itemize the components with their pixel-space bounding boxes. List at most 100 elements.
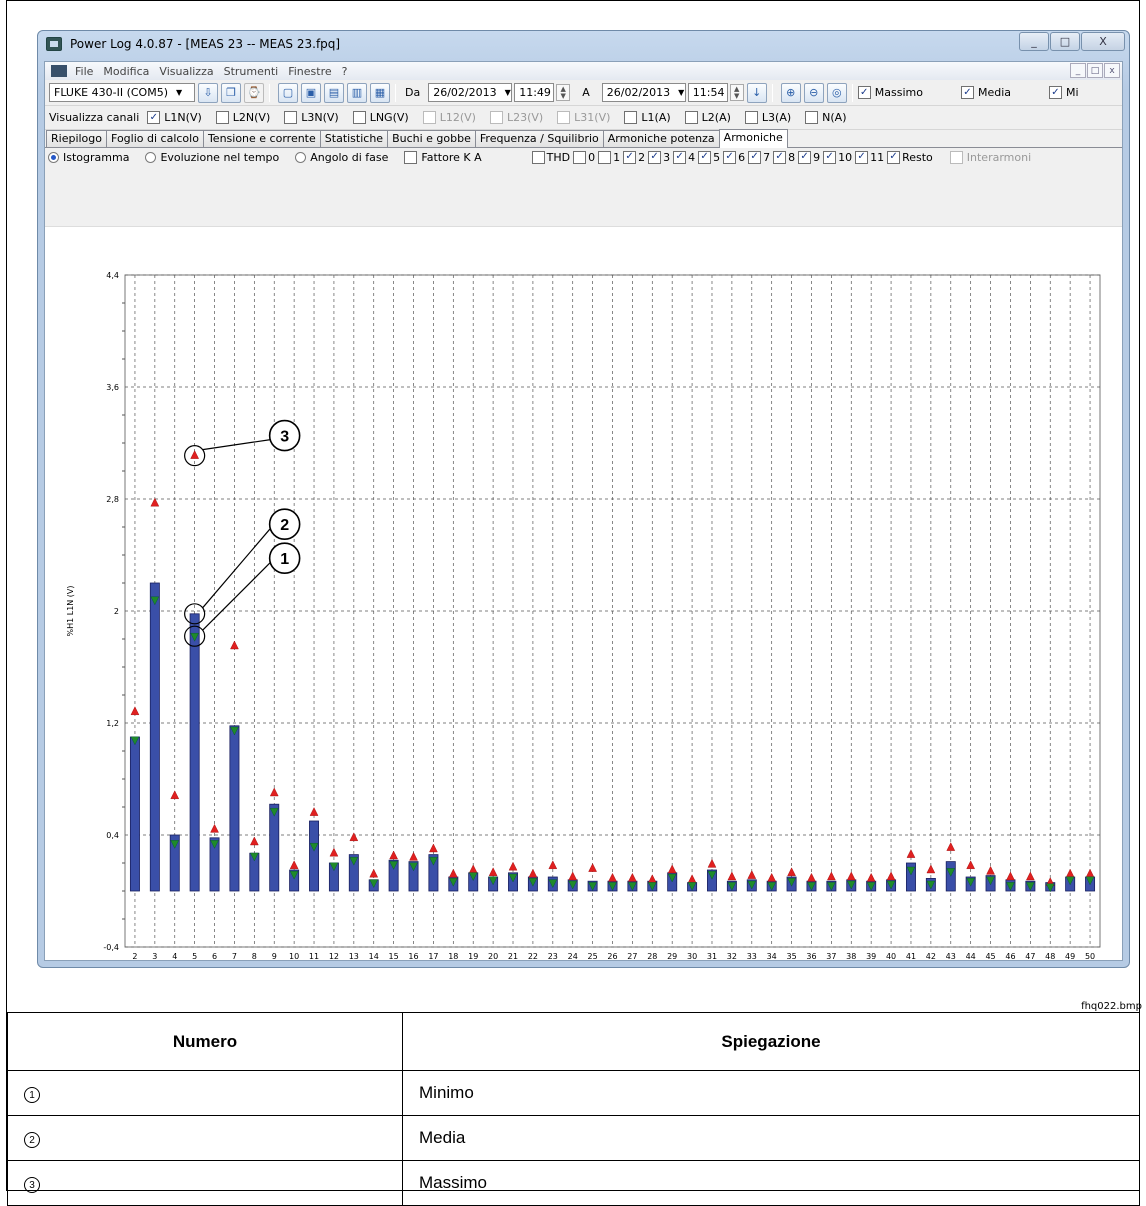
zoom-out-icon[interactable]: ⊖ — [803, 82, 824, 103]
clock-icon[interactable]: ⌚ — [244, 82, 264, 103]
x-tick-label: 38 — [846, 952, 856, 961]
device-select[interactable]: FLUKE 430-II (COM5) ▼ — [49, 83, 195, 102]
tab-armoniche[interactable]: Armoniche — [718, 129, 788, 148]
tab-statistiche[interactable]: Statistiche — [319, 130, 389, 147]
x-tick-label: 37 — [826, 952, 836, 961]
channel-na[interactable]: N(A) — [805, 111, 847, 124]
minimize-button[interactable]: _ — [1019, 32, 1049, 51]
marker-minimo — [926, 880, 936, 890]
x-tick-label: 30 — [687, 952, 697, 961]
menu-strumenti[interactable]: Strumenti — [223, 64, 279, 78]
channel-l2nv[interactable]: L2N(V) — [215, 111, 270, 124]
harmonic-check-thd[interactable]: THD — [531, 150, 570, 164]
channel-l31v[interactable]: L31(V) — [557, 111, 610, 124]
harmonic-check-5[interactable]: ✓ 5 — [698, 150, 720, 164]
harmonic-check-9[interactable]: ✓ 9 — [798, 150, 820, 164]
checkbox-icon: ✓ — [748, 150, 762, 164]
checkbox-icon: ✓ — [623, 150, 637, 164]
report-icon[interactable]: ▦ — [370, 82, 390, 103]
marker-massimo — [508, 861, 518, 871]
harmonic-check-11[interactable]: ✓ 11 — [855, 150, 884, 164]
tab-buchi-e-gobbe[interactable]: Buchi e gobbe — [387, 130, 476, 147]
to-date-picker[interactable]: 26/02/2013 ▼ — [601, 83, 686, 102]
harmonic-check-10[interactable]: ✓ 10 — [823, 150, 852, 164]
radio-angolo[interactable]: Angolo di fase — [295, 151, 388, 164]
channel-l1nv[interactable]: ✓ L1N(V) — [147, 111, 202, 124]
marker-minimo — [667, 873, 677, 883]
marker-minimo — [1045, 883, 1055, 893]
harmonic-check-resto[interactable]: ✓ Resto — [887, 150, 933, 164]
x-tick-label: 42 — [926, 952, 936, 961]
copy-icon[interactable]: ❐ — [221, 82, 241, 103]
download-icon[interactable]: ⇩ — [198, 82, 218, 103]
menu-modifica[interactable]: Modifica — [103, 64, 150, 78]
menu-file[interactable]: File — [75, 64, 94, 78]
channel-l3nv[interactable]: L3N(V) — [284, 111, 339, 124]
marker-minimo — [548, 879, 558, 889]
mdi-close-button[interactable]: x — [1104, 63, 1120, 78]
from-date-picker[interactable]: 26/02/2013 ▼ — [428, 83, 513, 102]
tab-armoniche-potenza[interactable]: Armoniche potenza — [602, 130, 720, 147]
check-media[interactable]: ✓ Media — [960, 86, 1011, 99]
menu-help[interactable]: ? — [341, 64, 348, 78]
harmonic-check-8[interactable]: ✓ 8 — [773, 150, 795, 164]
to-time-spinner-icon[interactable]: ▲ ▼ — [729, 84, 744, 101]
maximize-button[interactable]: □ — [1050, 32, 1080, 51]
export-icon[interactable]: ▥ — [347, 82, 367, 103]
check-minimo[interactable]: ✓ Mi — [1049, 86, 1079, 99]
harmonic-check-4[interactable]: ✓ 4 — [673, 150, 695, 164]
channel-l12v[interactable]: L12(V) — [422, 111, 476, 124]
menu-finestre[interactable]: Finestre — [288, 64, 332, 78]
tab-riepilogo[interactable]: Riepilogo — [46, 130, 108, 147]
check-massimo[interactable]: ✓ Massimo — [857, 86, 923, 99]
print-icon[interactable]: ▤ — [324, 82, 344, 103]
tab-foglio-di-calcolo[interactable]: Foglio di calcolo — [106, 130, 204, 147]
legend-header-numero: Numero — [7, 1012, 403, 1071]
title-bar[interactable]: Power Log 4.0.87 - [MEAS 23 -- MEAS 23.f… — [38, 31, 1129, 57]
channel-lngv[interactable]: LNG(V) — [352, 111, 409, 124]
mdi-minimize-button[interactable]: _ — [1070, 63, 1086, 78]
channel-l2a[interactable]: L2(A) — [684, 111, 731, 124]
harmonic-check-1[interactable]: 1 — [598, 150, 620, 164]
harmonic-check-3[interactable]: ✓ 3 — [648, 150, 670, 164]
chevron-down-icon: ▼ — [678, 88, 685, 97]
channel-l3a[interactable]: L3(A) — [744, 111, 791, 124]
marker-massimo — [568, 871, 578, 881]
checkbox-icon — [557, 111, 571, 124]
channel-l23v[interactable]: L23(V) — [489, 111, 543, 124]
check-fattore-k[interactable]: Fattore K A — [404, 150, 482, 164]
harmonic-check-7[interactable]: ✓ 7 — [748, 150, 770, 164]
check-interarmoniche[interactable]: Interarmoni — [949, 150, 1031, 164]
close-button[interactable]: X — [1081, 32, 1125, 51]
zoom-fit-icon[interactable]: ◎ — [826, 82, 847, 103]
radio-evoluzione-label: Evoluzione nel tempo — [160, 150, 280, 164]
menu-visualizza[interactable]: Visualizza — [159, 64, 214, 78]
x-tick-label: 6 — [212, 952, 217, 961]
to-time-value: 11:54 — [692, 86, 725, 99]
bar-media — [707, 869, 717, 892]
apply-range-icon[interactable]: ↓ — [746, 82, 767, 103]
to-time-field[interactable]: 11:54 — [687, 83, 728, 102]
harmonic-check-6[interactable]: ✓ 6 — [723, 150, 745, 164]
marker-massimo — [150, 497, 160, 507]
tab-frequenza-squilibrio[interactable]: Frequenza / Squilibrio — [474, 130, 604, 147]
mdi-restore-button[interactable]: □ — [1087, 63, 1103, 78]
from-time-spinner-icon[interactable]: ▲ ▼ — [556, 84, 571, 101]
callout-badge — [268, 419, 301, 452]
channel-l1a[interactable]: L1(A) — [624, 111, 671, 124]
y-tick-label: 1,2 — [106, 719, 119, 728]
tab-tensione-e-corrente[interactable]: Tensione e corrente — [202, 130, 321, 147]
new-icon[interactable]: ▢ — [278, 82, 298, 103]
harmonic-check-0[interactable]: 0 — [573, 150, 595, 164]
harmonic-check-2[interactable]: ✓ 2 — [623, 150, 645, 164]
zoom-in-icon[interactable]: ⊕ — [780, 82, 801, 103]
from-time-field[interactable]: 11:49 — [514, 83, 555, 102]
y-tick-label: 0,4 — [106, 831, 119, 840]
marker-massimo — [548, 860, 558, 869]
save-icon[interactable]: ▣ — [301, 82, 321, 103]
document-icon[interactable] — [51, 65, 67, 77]
menu-bar: File Modifica Visualizza Strumenti Fines… — [45, 62, 1122, 80]
marker-minimo — [1085, 876, 1095, 886]
radio-evoluzione[interactable]: Evoluzione nel tempo — [145, 151, 279, 164]
radio-istogramma[interactable]: Istogramma — [48, 151, 129, 164]
